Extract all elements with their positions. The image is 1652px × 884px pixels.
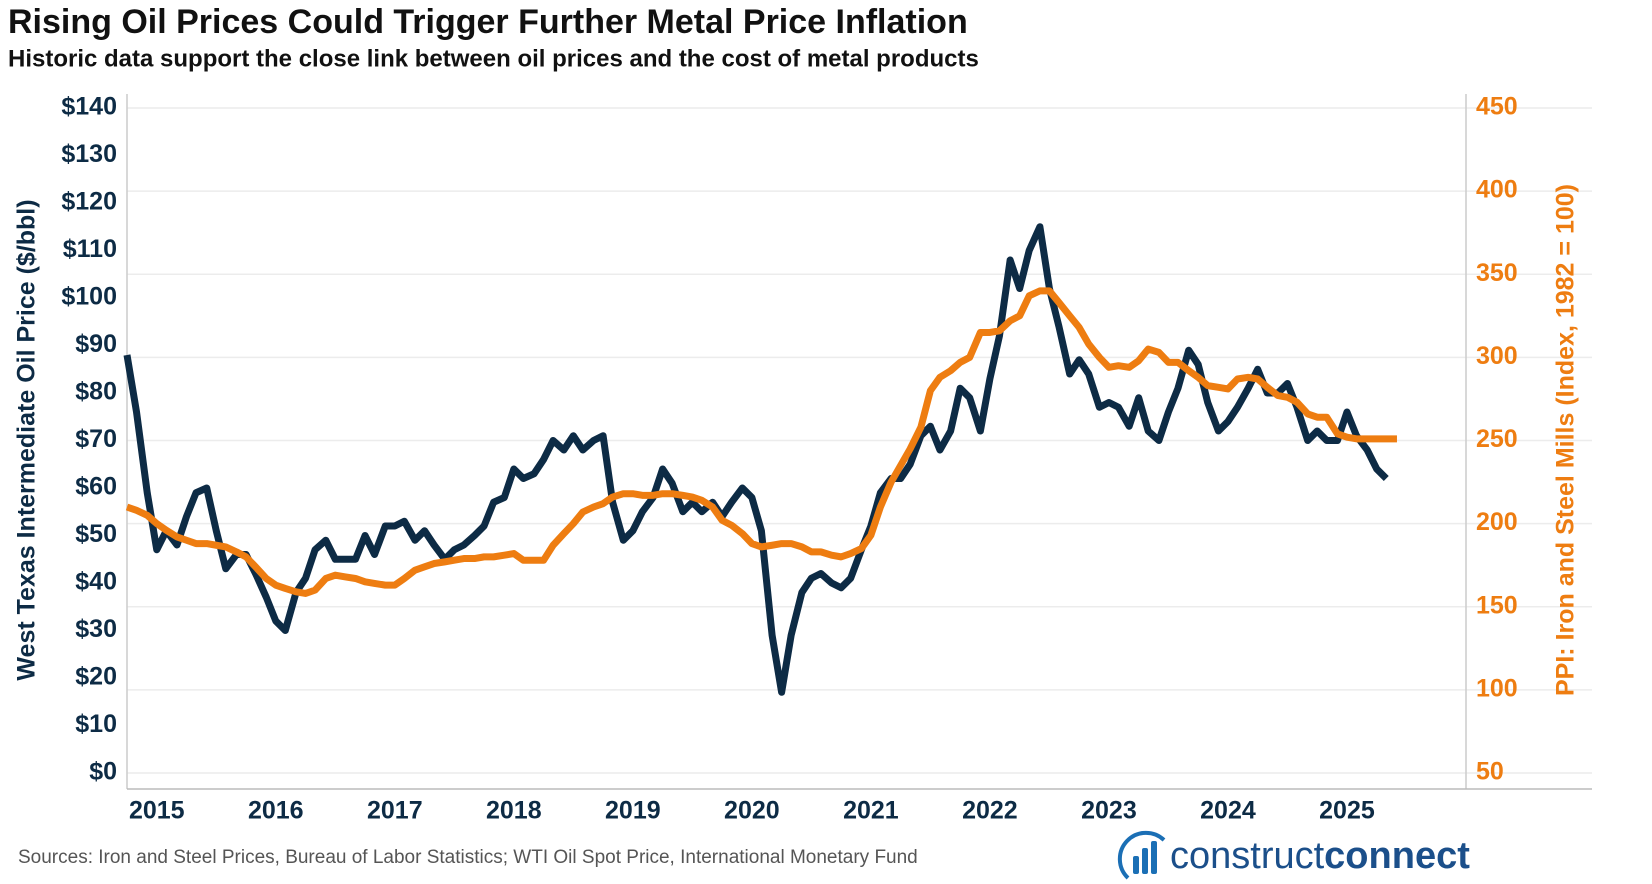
y-axis-label: West Texas Intermediate Oil Price ($/bbl… [13, 199, 41, 680]
chart-subtitle: Historic data support the close link bet… [8, 45, 979, 72]
x-tick-label: 2023 [1081, 797, 1137, 825]
chart-title: Rising Oil Prices Could Trigger Further … [8, 3, 968, 41]
y2-tick-label: 50 [1476, 758, 1504, 786]
x-tick-label: 2025 [1319, 797, 1375, 825]
x-tick-label: 2018 [486, 797, 542, 825]
y-tick-label: $110 [63, 235, 117, 263]
logo-text: constructconnect [1170, 835, 1470, 877]
logo-light: construct [1170, 835, 1325, 877]
y2-tick-label: 100 [1476, 674, 1518, 702]
source-note: Sources: Iron and Steel Prices, Bureau o… [18, 847, 918, 868]
x-tick-label: 2021 [843, 797, 899, 825]
y-tick-label: $30 [75, 615, 117, 643]
series-line [125, 287, 1397, 597]
y-tick-label: $40 [75, 568, 117, 596]
y-tick-label: $90 [75, 330, 117, 358]
y-tick-label: $20 [75, 663, 117, 691]
logo-bold: connect [1324, 835, 1470, 877]
y2-tick-label: 450 [1476, 93, 1518, 121]
y2-tick-label: 400 [1476, 176, 1518, 204]
series-line [123, 223, 1389, 696]
y2-tick-label: 150 [1476, 591, 1518, 619]
x-tick-label: 2019 [605, 797, 661, 825]
x-tick-label: 2017 [367, 797, 423, 825]
logo: constructconnect [1117, 830, 1470, 880]
logo-icon [1117, 830, 1166, 880]
grid [127, 107, 1592, 774]
y-tick-label: $100 [61, 283, 117, 311]
x-tick-label: 2020 [724, 797, 780, 825]
y-tick-label: $140 [61, 93, 117, 121]
y2-tick-label: 250 [1476, 425, 1518, 453]
y-tick-label: $130 [61, 140, 117, 168]
y-tick-label: $80 [75, 378, 117, 406]
y-tick-label: $60 [75, 473, 117, 501]
x-tick-label: 2024 [1200, 797, 1256, 825]
y2-tick-label: 300 [1476, 342, 1518, 370]
y-tick-label: $50 [75, 520, 117, 548]
y-tick-label: $120 [61, 188, 117, 216]
y2-tick-label: 200 [1476, 508, 1518, 536]
y2-tick-label: 350 [1476, 259, 1518, 287]
y-tick-label: $70 [75, 425, 117, 453]
y-tick-label: $0 [89, 758, 117, 786]
x-tick-label: 2015 [129, 797, 185, 825]
y-tick-label: $10 [75, 710, 117, 738]
y2-axis-label: PPI: Iron and Steel Mills (Index, 1982 =… [1552, 184, 1580, 696]
x-tick-label: 2016 [248, 797, 304, 825]
x-tick-label: 2022 [962, 797, 1018, 825]
